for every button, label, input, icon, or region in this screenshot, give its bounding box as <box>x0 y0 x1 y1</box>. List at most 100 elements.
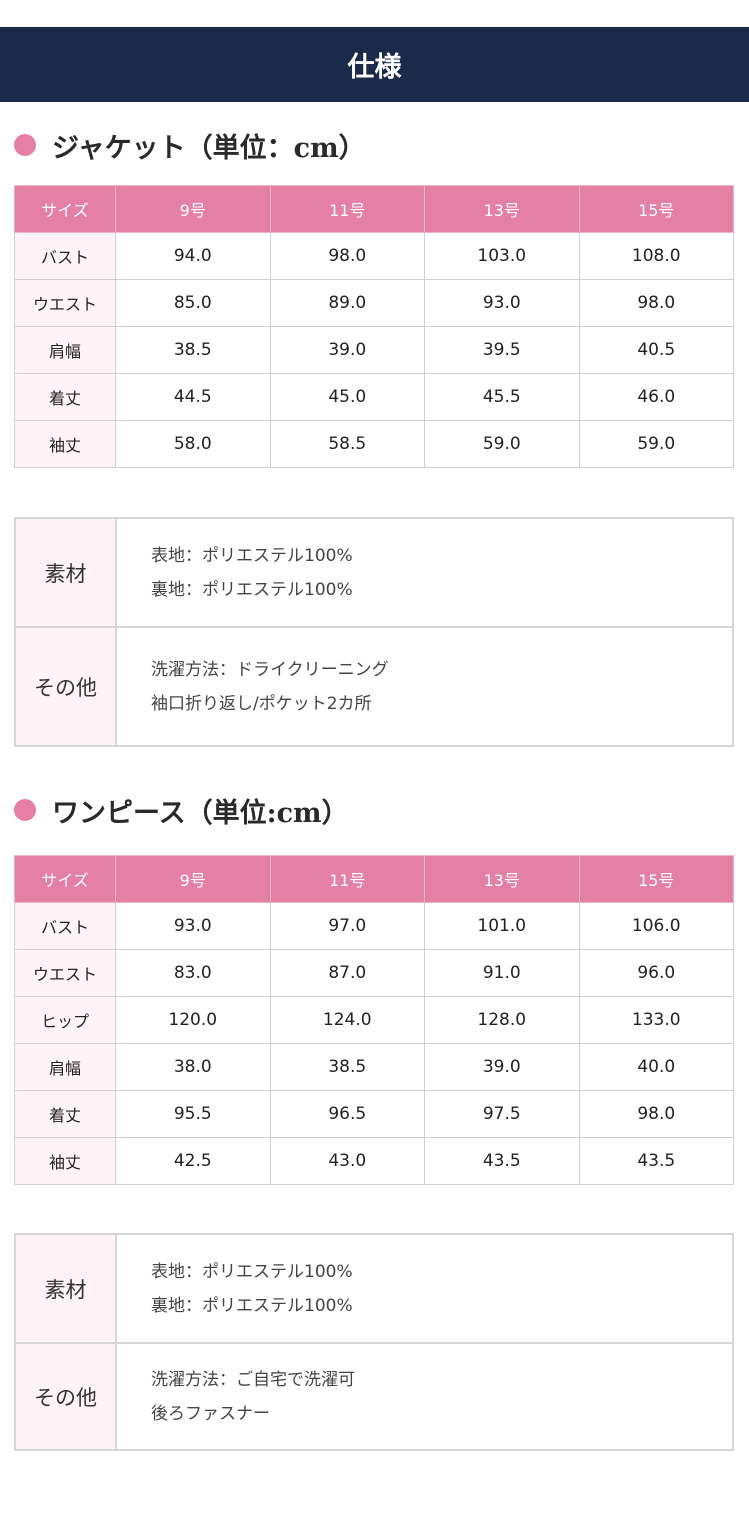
table-cell: 91.0 <box>424 949 580 997</box>
table-cell: 108.0 <box>578 232 734 280</box>
material-value: 表地：ポリエステル100% 裏地：ポリエステル100% <box>115 517 734 628</box>
table-cell: 85.0 <box>115 279 271 327</box>
table-row: ウエスト 85.0 89.0 93.0 98.0 <box>14 279 734 327</box>
column-header: サイズ <box>14 185 116 233</box>
jacket-section-title: ジャケット（単位：cm） <box>14 125 366 165</box>
table-cell: 59.0 <box>578 420 734 468</box>
other-row: その他 洗濯方法：ご自宅で洗濯可 後ろファスナー <box>14 1342 734 1451</box>
table-cell: 39.0 <box>269 326 425 374</box>
other-line: 洗濯方法：ご自宅で洗濯可 <box>151 1369 355 1390</box>
table-cell: 96.0 <box>578 949 734 997</box>
jacket-title-text: ジャケット（単位：cm） <box>52 132 366 164</box>
column-header: 13号 <box>424 185 580 233</box>
table-cell: 46.0 <box>578 373 734 421</box>
column-header: 11号 <box>269 185 425 233</box>
table-cell: 97.5 <box>424 1090 580 1138</box>
table-row: ヒップ 120.0 124.0 128.0 133.0 <box>14 996 734 1044</box>
table-row: 肩幅 38.5 39.0 39.5 40.5 <box>14 326 734 374</box>
table-header-row: サイズ 9号 11号 13号 15号 <box>14 185 734 233</box>
jacket-info-table: 素材 表地：ポリエステル100% 裏地：ポリエステル100% その他 洗濯方法：… <box>14 517 734 747</box>
table-cell: 87.0 <box>269 949 425 997</box>
other-line: 洗濯方法：ドライクリーニング <box>151 659 389 680</box>
table-cell: 95.5 <box>115 1090 271 1138</box>
table-cell: 39.5 <box>424 326 580 374</box>
table-row: バスト 94.0 98.0 103.0 108.0 <box>14 232 734 280</box>
column-header: 11号 <box>269 855 425 903</box>
other-value: 洗濯方法：ドライクリーニング 袖口折り返し/ポケット2カ所 <box>115 626 734 747</box>
dress-info-table: 素材 表地：ポリエステル100% 裏地：ポリエステル100% その他 洗濯方法：… <box>14 1233 734 1451</box>
table-header-row: サイズ 9号 11号 13号 15号 <box>14 855 734 903</box>
table-cell: 43.5 <box>578 1137 734 1185</box>
table-cell: 83.0 <box>115 949 271 997</box>
table-row: 着丈 95.5 96.5 97.5 98.0 <box>14 1090 734 1138</box>
table-cell: 43.0 <box>269 1137 425 1185</box>
column-header: 13号 <box>424 855 580 903</box>
table-cell: 128.0 <box>424 996 580 1044</box>
table-row: 着丈 44.5 45.0 45.5 46.0 <box>14 373 734 421</box>
row-label: 肩幅 <box>14 326 116 374</box>
table-cell: 45.5 <box>424 373 580 421</box>
material-row: 素材 表地：ポリエステル100% 裏地：ポリエステル100% <box>14 1233 734 1344</box>
jacket-size-table: サイズ 9号 11号 13号 15号 バスト 94.0 98.0 103.0 1… <box>14 185 734 468</box>
column-header: 15号 <box>578 855 734 903</box>
column-header: 9号 <box>115 855 271 903</box>
other-label: その他 <box>14 626 117 747</box>
table-row: 肩幅 38.0 38.5 39.0 40.0 <box>14 1043 734 1091</box>
bullet-dot-icon <box>14 799 36 821</box>
other-value: 洗濯方法：ご自宅で洗濯可 後ろファスナー <box>115 1342 734 1451</box>
column-header: サイズ <box>14 855 116 903</box>
table-cell: 40.5 <box>578 326 734 374</box>
table-cell: 98.0 <box>269 232 425 280</box>
row-label: 袖丈 <box>14 1137 116 1185</box>
table-cell: 133.0 <box>578 996 734 1044</box>
table-cell: 43.5 <box>424 1137 580 1185</box>
row-label: 肩幅 <box>14 1043 116 1091</box>
table-cell: 39.0 <box>424 1043 580 1091</box>
table-cell: 101.0 <box>424 902 580 950</box>
material-line: 表地：ポリエステル100% <box>151 1261 353 1282</box>
other-line: 袖口折り返し/ポケット2カ所 <box>151 693 372 714</box>
table-cell: 42.5 <box>115 1137 271 1185</box>
row-label: 着丈 <box>14 373 116 421</box>
page-title: 仕様 <box>347 52 402 83</box>
bullet-dot-icon <box>14 134 36 156</box>
table-cell: 96.5 <box>269 1090 425 1138</box>
column-header: 15号 <box>578 185 734 233</box>
material-value: 表地：ポリエステル100% 裏地：ポリエステル100% <box>115 1233 734 1344</box>
table-cell: 124.0 <box>269 996 425 1044</box>
row-label: バスト <box>14 232 116 280</box>
other-row: その他 洗濯方法：ドライクリーニング 袖口折り返し/ポケット2カ所 <box>14 626 734 747</box>
page-header: 仕様 <box>0 27 749 102</box>
dress-section-title: ワンピース（単位:cm） <box>14 790 349 830</box>
table-cell: 98.0 <box>578 1090 734 1138</box>
row-label: 着丈 <box>14 1090 116 1138</box>
table-row: バスト 93.0 97.0 101.0 106.0 <box>14 902 734 950</box>
row-label: ヒップ <box>14 996 116 1044</box>
table-cell: 38.0 <box>115 1043 271 1091</box>
table-cell: 44.5 <box>115 373 271 421</box>
material-label: 素材 <box>14 517 117 628</box>
table-cell: 59.0 <box>424 420 580 468</box>
material-line: 裏地：ポリエステル100% <box>151 579 353 600</box>
table-cell: 40.0 <box>578 1043 734 1091</box>
table-cell: 103.0 <box>424 232 580 280</box>
table-cell: 58.5 <box>269 420 425 468</box>
row-label: バスト <box>14 902 116 950</box>
table-cell: 94.0 <box>115 232 271 280</box>
table-cell: 38.5 <box>115 326 271 374</box>
table-cell: 45.0 <box>269 373 425 421</box>
table-cell: 58.0 <box>115 420 271 468</box>
table-row: 袖丈 42.5 43.0 43.5 43.5 <box>14 1137 734 1185</box>
row-label: ウエスト <box>14 949 116 997</box>
table-cell: 98.0 <box>578 279 734 327</box>
table-cell: 120.0 <box>115 996 271 1044</box>
other-label: その他 <box>14 1342 117 1451</box>
column-header: 9号 <box>115 185 271 233</box>
table-cell: 93.0 <box>115 902 271 950</box>
material-line: 裏地：ポリエステル100% <box>151 1295 353 1316</box>
row-label: ウエスト <box>14 279 116 327</box>
table-row: 袖丈 58.0 58.5 59.0 59.0 <box>14 420 734 468</box>
other-line: 後ろファスナー <box>151 1403 270 1424</box>
material-line: 表地：ポリエステル100% <box>151 545 353 566</box>
table-cell: 97.0 <box>269 902 425 950</box>
